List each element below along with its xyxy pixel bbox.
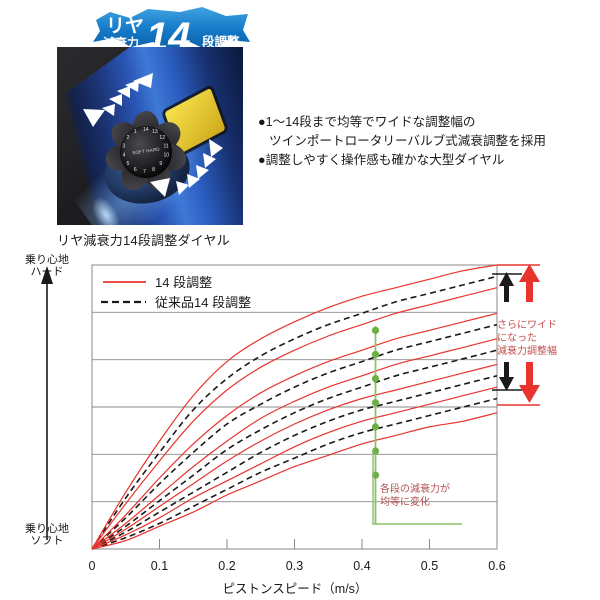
x-axis-label: ピストンスピード（m/s） [223,582,368,596]
x-axis-tick-labels: 0 0.1 0.2 0.3 0.4 0.5 0.6 [89,559,506,573]
legend-label-new: 14 段調整 [155,275,212,290]
adjuster-dial: 14 13 12 11 10 9 8 7 6 5 4 3 2 1 SOFT HARD [103,111,189,195]
y-axis-arrow [41,266,53,540]
y-axis-bottom-label-line1: 乗り心地 [25,522,69,535]
uniform-step-marker [371,375,380,383]
series-curve [91,412,498,550]
series-curve [91,397,498,550]
arrow-counterclockwise [83,73,153,127]
y-axis-top-label-line2: ハード [31,266,64,278]
series-curve [91,323,498,550]
wider-range-note-line3: 減衰力調整幅 [497,344,557,357]
dial-number: 2 [126,134,130,141]
series-curve [91,312,498,550]
series-curves [91,264,498,550]
dial-number: 12 [159,134,165,141]
series-curve [91,287,498,550]
dial-number: 8 [152,166,155,173]
chart-legend: 14 段調整 従来品14 段調整 [101,275,251,310]
damping-force-chart: 乗り心地 ハード 乗り心地 ソフト 0 0.1 0.2 0.3 0.4 0.5 0.6 ピス… [0,250,600,600]
legend-label-conventional: 従来品14 段調整 [155,295,251,310]
bullet-item-2: ●調整しやすく操作感も確かな大型ダイヤル [258,151,598,170]
rotation-arrows [83,73,223,197]
uniform-step-marker [371,326,380,334]
series-curve [91,264,498,550]
x-tick-label: 0.4 [353,559,370,573]
x-tick-label: 0.2 [218,559,235,573]
new-range-arrow [519,264,540,403]
badge-line3: 段調整 [202,34,240,49]
dial-number: 1 [133,129,137,136]
dial-number: 11 [163,143,169,150]
dial-number: 4 [122,152,126,159]
uniform-change-bracket [372,450,462,525]
wider-range-note-line2: になった [497,332,537,344]
series-curve [91,386,498,550]
series-curve [91,349,498,550]
y-axis-top-label-line1: 乗り心地 [25,253,69,266]
bullet-text-2: 調整しやすく操作感も確かな大型ダイヤル [265,153,505,167]
badge-fill [93,7,250,53]
dial-number: 10 [163,152,170,159]
bullet-text-1: 1～14段まで均等でワイドな調整幅の [265,115,476,129]
series-curve [91,375,498,550]
x-tick-label: 0.3 [286,559,303,573]
series-curve [91,338,498,550]
uniform-step-marker [371,350,380,359]
bullet-marker-2: ● [258,153,266,167]
y-axis-bottom-label-line2: ソフト [31,535,64,547]
dial-number: 6 [133,166,137,173]
dial-number: 14 [143,127,149,133]
wider-range-note-line1: さらにワイド [497,319,557,331]
dial-number: 7 [143,169,146,175]
dial-number: 9 [159,161,163,168]
uniform-change-note-line2: 均等に変化 [380,495,430,508]
bullet-item-1-cont: ツインポートロータリーバルブ式減衰調整を採用 [258,132,598,151]
feature-bullet-list: ●1～14段まで均等でワイドな調整幅の ツインポートロータリーバルブ式減衰調整を… [258,113,598,170]
bullet-item-1: ●1～14段まで均等でワイドな調整幅の [258,113,598,132]
arrow-clockwise [150,139,223,197]
dial-face: 14 13 12 11 10 9 8 7 6 5 4 3 2 1 SOFT HARD [120,126,172,178]
x-axis-ticks [159,539,498,549]
uniform-change-note-line1: 各段の減衰力が [380,482,450,495]
badge-line2: 減衰力 [103,35,139,50]
x-tick-label: 0.5 [421,559,438,573]
dial-number: 13 [152,129,158,136]
uniform-step-marker-group [371,326,380,524]
series-curve [91,363,498,550]
conventional-range-arrow [499,272,514,391]
photo-caption: リヤ減衰力14段調整ダイヤル [57,233,230,248]
x-tick-label: 0.1 [151,559,168,573]
bullet-marker-1: ● [258,115,266,129]
x-tick-label: 0.6 [488,559,505,573]
range-arrow-group [492,264,540,406]
dial-number: 5 [126,161,130,168]
badge-line1: リヤ [106,16,144,37]
uniform-step-marker [371,423,380,431]
uniform-step-marker [371,399,380,407]
bullet-text-1-cont: ツインポートロータリーバルブ式減衰調整を採用 [269,134,546,148]
dial-number: 3 [122,143,126,150]
rear-damping-14-step-badge: リヤ 減衰力 14 段調整 [78,2,258,60]
rear-damping-adjuster-dial-photo: 14 13 12 11 10 9 8 7 6 5 4 3 2 1 SOFT HARD [57,47,243,225]
x-tick-label: 0 [89,559,96,573]
